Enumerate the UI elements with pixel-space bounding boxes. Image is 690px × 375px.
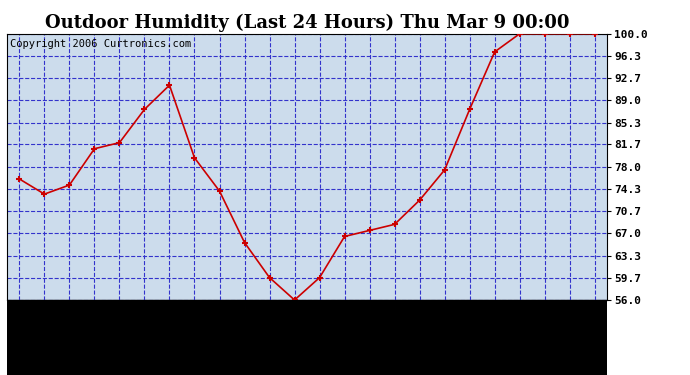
- Text: Copyright 2006 Curtronics.com: Copyright 2006 Curtronics.com: [10, 39, 191, 49]
- Title: Outdoor Humidity (Last 24 Hours) Thu Mar 9 00:00: Outdoor Humidity (Last 24 Hours) Thu Mar…: [45, 14, 569, 32]
